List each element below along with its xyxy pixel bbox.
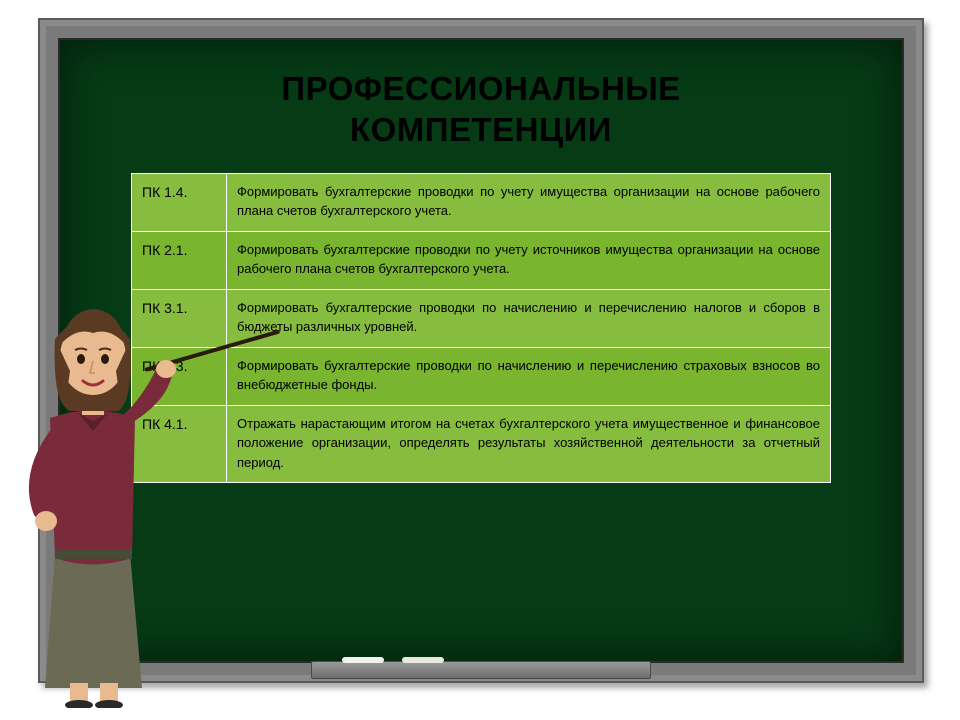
- competencies-table: ПК 1.4.Формировать бухгалтерские проводк…: [131, 173, 831, 484]
- competency-description: Формировать бухгалтерские проводки по на…: [227, 347, 831, 405]
- table-row: ПК 3.3.Формировать бухгалтерские проводк…: [132, 347, 831, 405]
- table-row: ПК 1.4.Формировать бухгалтерские проводк…: [132, 173, 831, 231]
- competency-code: ПК 1.4.: [132, 173, 227, 231]
- chalk-piece: [402, 657, 444, 663]
- title-line-2: КОМПЕТЕНЦИИ: [350, 111, 612, 148]
- competency-description: Формировать бухгалтерские проводки по уч…: [227, 173, 831, 231]
- table-row: ПК 4.1.Отражать нарастающим итогом на сч…: [132, 405, 831, 483]
- teacher-figure: [0, 253, 185, 708]
- title-line-1: ПРОФЕССИОНАЛЬНЫЕ: [281, 70, 680, 107]
- chalk-tray: [311, 661, 651, 679]
- competency-description: Формировать бухгалтерские проводки по уч…: [227, 231, 831, 289]
- table-row: ПК 2.1.Формировать бухгалтерские проводк…: [132, 231, 831, 289]
- teacher-svg: [0, 253, 185, 708]
- competency-description: Формировать бухгалтерские проводки по на…: [227, 289, 831, 347]
- table-row: ПК 3.1.Формировать бухгалтерские проводк…: [132, 289, 831, 347]
- competency-description: Отражать нарастающим итогом на счетах бу…: [227, 405, 831, 483]
- competencies-tbody: ПК 1.4.Формировать бухгалтерские проводк…: [132, 173, 831, 483]
- chalk-piece: [342, 657, 384, 663]
- slide-title: ПРОФЕССИОНАЛЬНЫЕ КОМПЕТЕНЦИИ: [60, 40, 902, 163]
